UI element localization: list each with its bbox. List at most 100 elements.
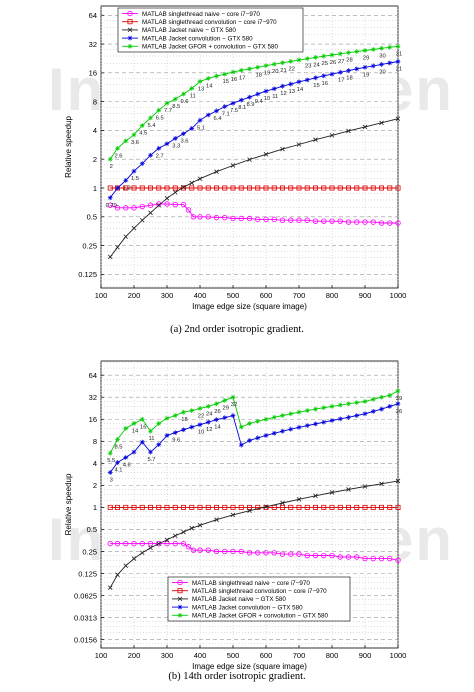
data-point [131,556,137,561]
data-label: 27 [338,59,344,65]
data-point [362,185,368,191]
data-point [296,142,302,147]
data-point [205,75,211,81]
data-point [379,120,384,126]
data-point [387,44,393,50]
data-point [255,64,261,70]
data-point [197,547,203,553]
data-point [313,75,318,81]
data-label: 13 [198,86,204,92]
x-axis: 100 200 300 400 500 600 700 800 900 1000 [95,6,406,300]
data-label: 23 [305,64,311,70]
data-point [131,132,137,138]
x-tick-label: 300 [161,291,174,300]
data-point [222,504,228,510]
data-point [321,53,327,59]
data-point [346,487,351,492]
data-point [263,504,269,510]
data-point [107,585,113,590]
data-point [205,185,211,191]
data-point [177,604,183,610]
data-point [271,185,277,191]
series-line [110,203,398,224]
data-label: 5.1 [197,125,205,131]
y-tick-label: 1 [93,184,97,193]
data-point [164,537,170,543]
x-tick-label: 100 [95,651,108,660]
data-point [387,60,393,66]
data-point [107,540,113,547]
data-point [164,196,170,201]
y-tick-label: 2 [93,155,97,164]
data-label: 22 [198,413,204,419]
data-label: 21 [280,68,286,74]
legend: MATLAB singlethread naive − core i7−970M… [167,576,351,622]
data-point [164,540,170,547]
data-point [123,205,129,211]
data-point [107,185,113,191]
data-point [345,219,352,225]
data-point [205,504,211,510]
x-axis-label: Image edge size (square image) [192,662,307,671]
data-label: 4.1 [114,468,122,474]
data-point [238,504,244,510]
data-point [230,512,236,518]
data-point [312,504,318,510]
data-point [288,185,294,191]
data-point [181,529,186,535]
data-point [387,555,393,562]
data-point [238,97,244,103]
data-point [370,63,376,69]
data-point [395,478,401,484]
data-point [181,131,186,137]
data-label: 28 [346,58,352,64]
data-point [246,185,252,191]
legend-entry: MATLAB Jacket GFOR + convolution − GTX 5… [192,613,329,620]
data-point [345,554,352,560]
data-point [296,424,302,430]
data-label: 20 [379,69,385,75]
data-label: 5.4 [147,123,156,129]
data-point [214,73,219,79]
data-point [230,394,236,400]
y-tick-label: 0.5 [87,213,97,222]
data-label: 8.9 [246,102,254,108]
data-point [312,218,319,224]
data-label: 17 [338,77,344,83]
data-point [156,541,162,546]
y-tick-label: 64 [89,371,97,380]
x-axis-label: Image edge size (square image) [192,302,307,311]
data-point [370,504,376,510]
caption-a: (a) 2nd order isotropic gradient. [170,324,304,335]
data-point [197,185,203,191]
y-tick-label: 16 [89,69,97,78]
data-point [205,112,211,118]
data-point [238,442,244,448]
data-point [115,436,120,442]
data-label: 14 [214,425,221,431]
data-label: 32 [231,402,237,408]
data-point [131,421,137,426]
x-tick-label: 800 [326,291,339,300]
data-point [230,215,236,222]
data-point [213,504,219,510]
data-label: 8.5 [172,104,180,110]
data-point [164,433,170,438]
data-point [238,185,244,191]
data-point [395,59,401,64]
data-label: 2.6 [114,153,122,159]
data-point [362,555,368,562]
data-point [214,517,219,522]
data-point [271,550,277,556]
data-point [362,484,368,489]
data-point [354,504,360,510]
data-point [180,504,186,510]
data-point [296,185,302,191]
data-point [214,401,219,407]
data-point [255,91,261,97]
data-label: 1.2 [123,185,131,191]
data-point [205,214,211,220]
data-label: 3.6 [180,139,188,145]
data-point [346,68,351,73]
